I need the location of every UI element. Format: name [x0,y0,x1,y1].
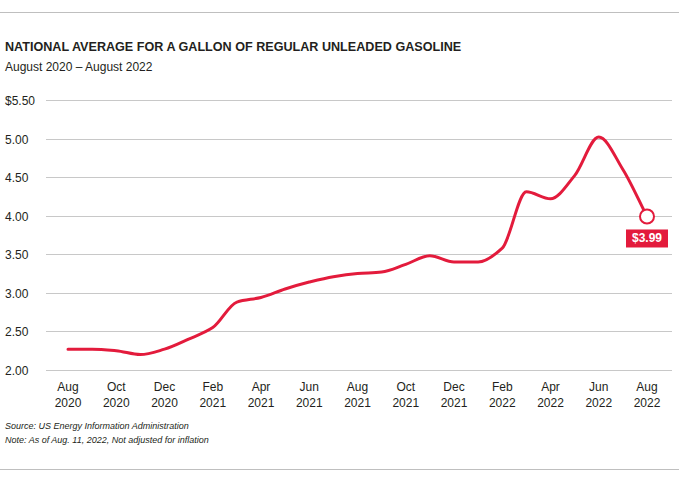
x-tick-label: Dec2021 [441,380,468,410]
y-tick-label: 2.50 [5,325,29,339]
y-tick-label: 3.00 [5,287,29,301]
bottom-rule [0,469,679,470]
title: NATIONAL AVERAGE FOR A GALLON OF REGULAR… [5,40,461,54]
grid-line [46,370,672,371]
line-series [68,137,647,355]
y-tick-label: 2.00 [5,364,29,378]
grid-line [46,177,672,178]
top-rule [0,12,679,13]
grid-line [46,331,672,332]
x-tick-label: Aug2020 [55,380,82,410]
background [0,0,679,483]
grid-line [46,254,672,255]
x-tick-label: Aug2022 [634,380,661,410]
x-tick-label: Apr2021 [248,380,275,410]
grid-line [46,216,672,217]
grid-line [46,293,672,294]
x-tick-label: Oct2021 [392,380,419,410]
grid-line [46,139,672,140]
plot-area [68,137,647,355]
x-tick-label: Feb2022 [489,380,516,410]
x-tick-label: Apr2022 [537,380,564,410]
x-tick-label: Feb2021 [199,380,226,410]
y-tick-label: 4.50 [5,171,29,185]
point-marker [640,209,654,223]
x-tick-label: Dec2020 [151,380,178,410]
chart: NATIONAL AVERAGE FOR A GALLON OF REGULAR… [0,0,679,483]
x-tick-label: Jun2022 [585,380,612,410]
y-tick-label: 3.50 [5,248,29,262]
data-label: $3.99 [632,231,662,245]
source: Source: US Energy Information Administra… [5,421,189,431]
data-label-box [626,229,668,247]
grid-line [46,100,672,101]
y-tick-label: 5.00 [5,133,29,147]
y-tick-label: 4.00 [5,210,29,224]
x-tick-label: Jun2021 [296,380,323,410]
x-tick-label: Aug2021 [344,380,371,410]
y-tick-label: $5.50 [5,94,35,108]
note: Note: As of Aug. 11, 2022, Not adjusted … [5,435,209,445]
x-tick-label: Oct2020 [103,380,130,410]
subtitle: August 2020 – August 2022 [5,60,153,74]
